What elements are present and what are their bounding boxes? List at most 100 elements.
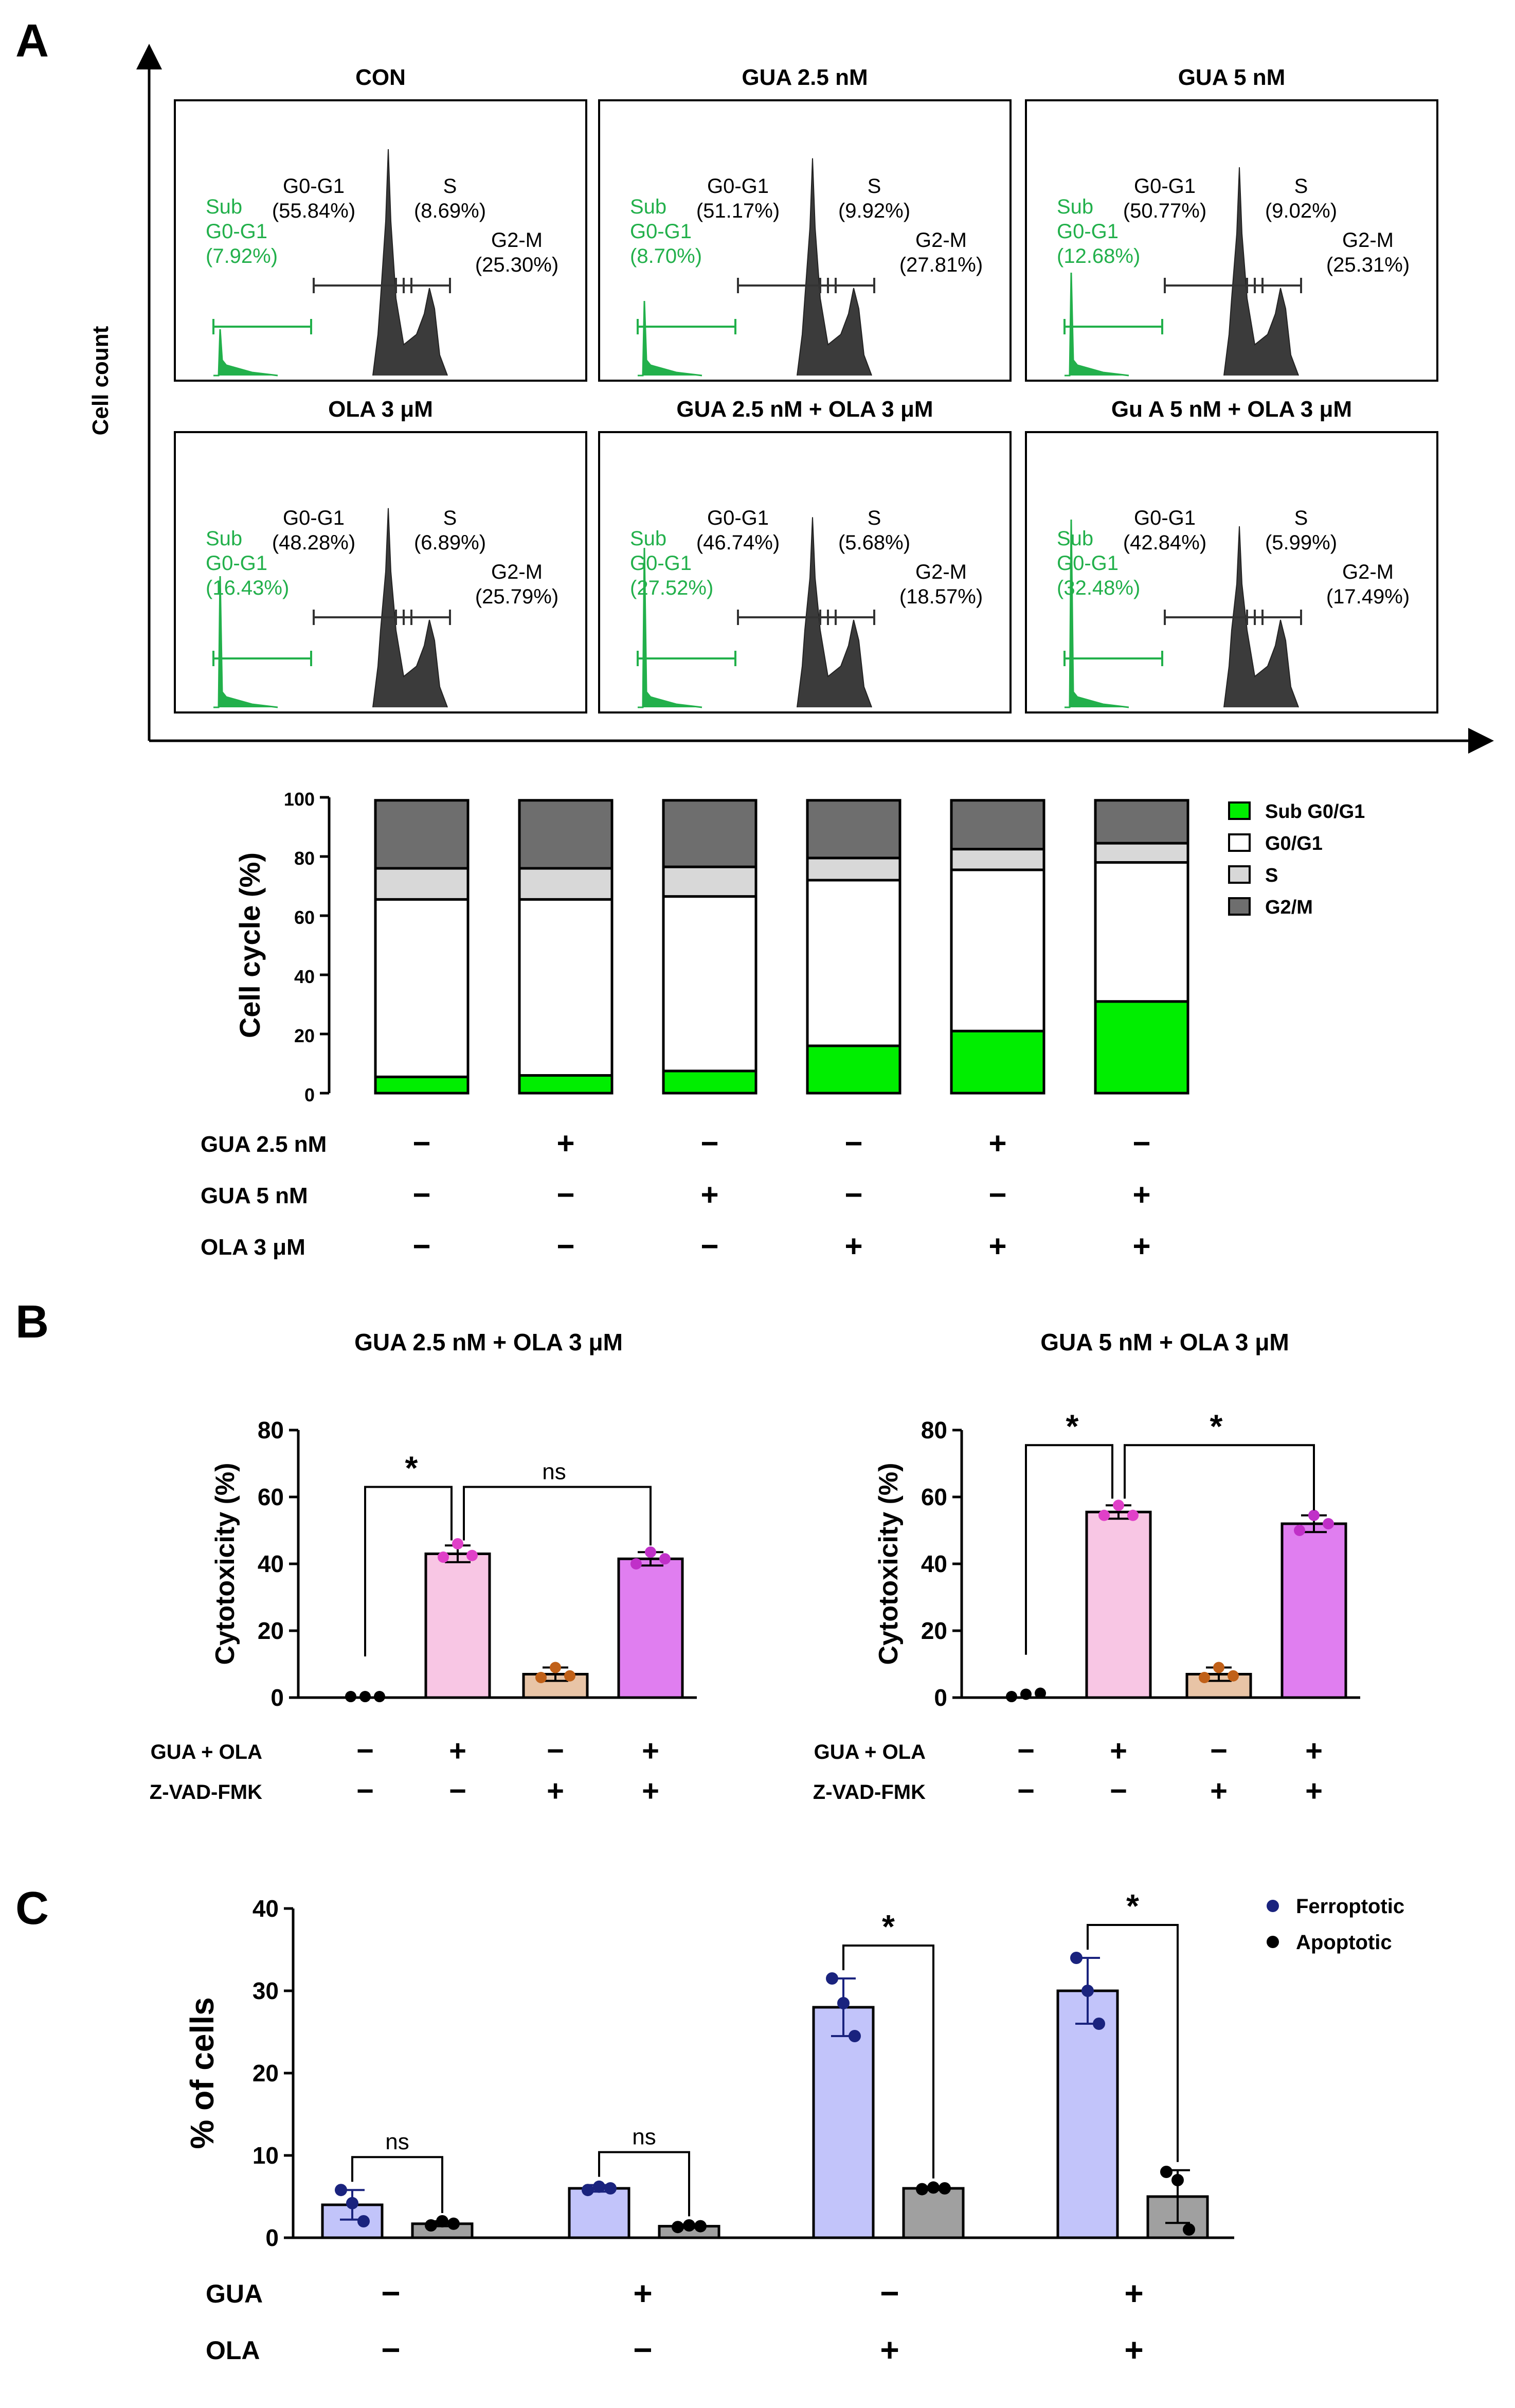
g1-g2-peaks bbox=[1223, 526, 1299, 708]
g2-m-label: G2-M bbox=[491, 229, 543, 252]
histogram-panel: GUA 5 nMSubG0-G1(12.68%)G0-G1(50.77%)S(9… bbox=[1025, 65, 1438, 382]
y-tick-label: 0 bbox=[265, 2224, 279, 2251]
significance-bracket bbox=[842, 1945, 934, 2179]
data-point bbox=[564, 1670, 575, 1682]
condition-sign: − bbox=[449, 1774, 466, 1808]
significance-bracket bbox=[1124, 1444, 1315, 1510]
data-point bbox=[1093, 2018, 1105, 2030]
g0-g1-label: G0-G1 bbox=[1134, 507, 1196, 529]
condition-label: GUA 5 nM bbox=[201, 1183, 308, 1208]
condition-sign: + bbox=[1132, 1178, 1150, 1212]
s-percent: (5.68%) bbox=[838, 531, 910, 554]
y-tick-label: 80 bbox=[294, 848, 315, 869]
data-point bbox=[927, 2181, 940, 2194]
bar-segment-sub-g1 bbox=[1094, 1000, 1189, 1095]
y-tick-label: 0 bbox=[304, 1084, 315, 1105]
sub-g1-label: Sub bbox=[630, 195, 666, 218]
data-point bbox=[849, 2030, 861, 2042]
legend-label: G0/G1 bbox=[1265, 833, 1323, 854]
data-point bbox=[345, 1691, 356, 1703]
condition-sign: + bbox=[988, 1126, 1006, 1161]
g0-g1-label: G0-G1 bbox=[1134, 175, 1196, 198]
s-percent: (9.92%) bbox=[838, 200, 910, 222]
s-label: S bbox=[443, 507, 457, 529]
panel-a-ylabel: Cell count bbox=[88, 326, 113, 435]
data-point bbox=[1228, 1670, 1239, 1682]
condition-sign: + bbox=[1210, 1774, 1228, 1808]
g2-m-percent: (25.31%) bbox=[1326, 254, 1410, 276]
s-percent: (5.99%) bbox=[1265, 531, 1337, 554]
sub-g1-percent: (8.70%) bbox=[630, 245, 702, 267]
sub-g1-percent: (27.52%) bbox=[630, 577, 713, 599]
g2-m-label: G2-M bbox=[1342, 229, 1394, 252]
g0-g1-percent: (48.28%) bbox=[272, 531, 355, 554]
condition-sign: − bbox=[1110, 1774, 1127, 1808]
g0-g1-percent: (42.84%) bbox=[1123, 531, 1206, 554]
significance-label: ns bbox=[385, 2129, 409, 2154]
sub-g1-peak bbox=[638, 300, 702, 377]
g0-g1-percent: (46.74%) bbox=[696, 531, 780, 554]
histogram-title: CON bbox=[355, 65, 406, 90]
bar-segment-g2-m bbox=[374, 799, 470, 870]
sub-g1-percent: (32.48%) bbox=[1057, 577, 1140, 599]
sub-g1-percent: (16.43%) bbox=[206, 577, 289, 599]
y-tick-label: 60 bbox=[294, 907, 315, 928]
g0-g1-label: G0-G1 bbox=[283, 507, 345, 529]
g2-m-label: G2-M bbox=[491, 561, 543, 583]
data-point bbox=[1035, 1687, 1046, 1699]
data-point bbox=[582, 2184, 594, 2197]
legend-label: G2/M bbox=[1265, 897, 1313, 918]
percent-cells-chart: 0 10 20 30 40 % of cells ns ns * * Ferroptotic Apop… bbox=[184, 1887, 1404, 2368]
data-point bbox=[604, 2182, 617, 2195]
data-point bbox=[672, 2221, 684, 2234]
condition-sign: + bbox=[642, 1774, 659, 1808]
data-point bbox=[346, 2197, 358, 2209]
sub-g1-label: G0-G1 bbox=[630, 552, 692, 575]
data-point bbox=[683, 2219, 695, 2232]
g2-m-label: G2-M bbox=[1342, 561, 1394, 583]
g2-m-percent: (27.81%) bbox=[899, 254, 983, 276]
bar-segment-s bbox=[806, 857, 901, 882]
bar-segment-g0-g1 bbox=[374, 898, 470, 1078]
bar-segment-s bbox=[950, 848, 1045, 871]
histogram-panel: OLA 3 μMSubG0-G1(16.43%)G0-G1(48.28%)S(6… bbox=[174, 397, 587, 714]
significance-bracket bbox=[364, 1486, 453, 1657]
data-point bbox=[438, 1551, 449, 1563]
condition-sign: + bbox=[642, 1734, 659, 1768]
data-point bbox=[593, 2180, 605, 2193]
significance-bracket bbox=[463, 1486, 652, 1546]
y-tick-label: 0 bbox=[934, 1684, 947, 1711]
y-tick-label: 20 bbox=[252, 2060, 279, 2086]
data-point bbox=[1171, 2174, 1184, 2186]
condition-label: GUA 2.5 nM bbox=[201, 1132, 327, 1157]
data-point bbox=[916, 2183, 928, 2196]
condition-sign: − bbox=[556, 1229, 574, 1263]
g2-m-label: G2-M bbox=[915, 561, 967, 583]
g2-m-percent: (18.57%) bbox=[899, 585, 983, 608]
legend-marker bbox=[1267, 1900, 1279, 1912]
g1-g2-peaks bbox=[372, 508, 448, 708]
condition-sign: + bbox=[1305, 1734, 1323, 1768]
data-point bbox=[826, 1972, 838, 1985]
sub-g1-label: Sub bbox=[1057, 195, 1093, 218]
condition-sign: − bbox=[381, 2275, 400, 2312]
ferroptotic-bar bbox=[568, 2187, 630, 2239]
s-percent: (8.69%) bbox=[414, 200, 486, 222]
sub-g1-label: G0-G1 bbox=[630, 220, 692, 243]
data-point bbox=[447, 2217, 460, 2230]
condition-label: OLA 3 μM bbox=[201, 1235, 305, 1260]
condition-sign: − bbox=[547, 1734, 564, 1768]
legend-label: Apoptotic bbox=[1296, 1931, 1392, 1954]
y-tick-label: 60 bbox=[921, 1484, 947, 1510]
condition-sign: − bbox=[356, 1774, 374, 1808]
data-point bbox=[1081, 1985, 1094, 1997]
data-point bbox=[645, 1546, 656, 1558]
s-label: S bbox=[868, 507, 881, 529]
legend-swatch bbox=[1228, 865, 1251, 884]
sub-g1-label: G0-G1 bbox=[1057, 220, 1119, 243]
data-point bbox=[452, 1538, 463, 1549]
sub-g1-label: G0-G1 bbox=[1057, 552, 1119, 575]
condition-sign: − bbox=[633, 2331, 652, 2368]
panel-letter-b: B bbox=[15, 1296, 49, 1348]
condition-sign: − bbox=[844, 1178, 862, 1212]
